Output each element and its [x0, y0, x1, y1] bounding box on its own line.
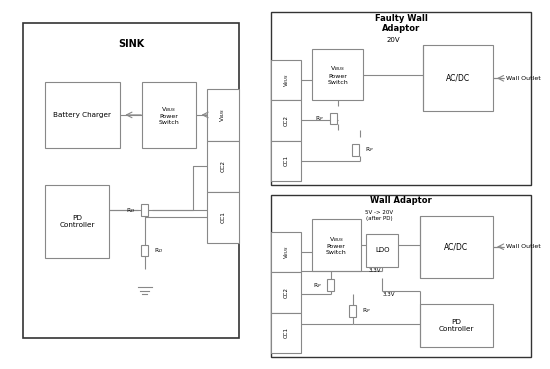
Text: Battery Charger: Battery Charger [53, 112, 112, 118]
Text: CC2: CC2 [284, 287, 289, 298]
Text: CC2: CC2 [221, 160, 225, 172]
Bar [349, 305, 356, 317]
Text: R$_P$: R$_P$ [362, 306, 371, 315]
Bar [142, 82, 196, 148]
Text: Wall Outlet: Wall Outlet [507, 244, 541, 249]
Text: V$_{BUS}$
Power
Switch: V$_{BUS}$ Power Switch [327, 64, 348, 85]
Text: 3.3V: 3.3V [368, 268, 381, 273]
Text: V$_{BUS}$
Power
Switch: V$_{BUS}$ Power Switch [326, 235, 346, 255]
Bar [312, 219, 361, 270]
Bar [45, 82, 120, 148]
Bar [272, 13, 531, 184]
Text: V$_{BUS}$: V$_{BUS}$ [282, 245, 291, 259]
Text: 20V: 20V [386, 37, 400, 43]
Bar [207, 89, 239, 141]
Bar [45, 184, 109, 258]
Bar [272, 272, 301, 313]
Bar [420, 215, 493, 278]
Bar [420, 304, 493, 348]
Text: R$_P$: R$_P$ [312, 281, 321, 290]
Bar [330, 113, 337, 124]
Bar [207, 141, 239, 192]
Text: Faulty Wall
Adaptor: Faulty Wall Adaptor [375, 14, 427, 33]
Text: PD
Controller: PD Controller [439, 319, 474, 332]
Bar [423, 45, 493, 111]
Text: CC1: CC1 [284, 155, 289, 166]
Text: Wall Adaptor: Wall Adaptor [370, 196, 432, 206]
Bar [272, 141, 301, 181]
Bar [272, 232, 301, 272]
Bar [272, 196, 531, 356]
Bar [272, 60, 301, 100]
Text: 3.3V: 3.3V [382, 292, 395, 297]
Text: SINK: SINK [118, 38, 144, 48]
Bar [207, 192, 239, 243]
Text: R$_P$: R$_P$ [365, 145, 373, 154]
Bar [272, 313, 301, 353]
Text: R$_D$: R$_D$ [126, 206, 135, 215]
Text: V$_{BUS}$
Power
Switch: V$_{BUS}$ Power Switch [158, 105, 179, 125]
Bar [366, 234, 398, 267]
Text: PD
Controller: PD Controller [59, 215, 95, 228]
Text: AC/DC: AC/DC [444, 242, 469, 251]
Text: Wall Outlet: Wall Outlet [507, 76, 541, 81]
Bar [351, 144, 359, 156]
Text: CC1: CC1 [221, 211, 225, 223]
Bar [141, 204, 148, 216]
Text: AC/DC: AC/DC [446, 74, 470, 83]
Text: V$_{BUS}$: V$_{BUS}$ [218, 108, 227, 122]
Text: R$_D$: R$_D$ [154, 246, 163, 255]
Bar [141, 245, 148, 256]
Bar [312, 49, 364, 100]
Text: V$_{BUS}$: V$_{BUS}$ [282, 73, 291, 87]
Text: CC1: CC1 [284, 327, 289, 338]
Bar [272, 100, 301, 141]
Text: CC2: CC2 [284, 115, 289, 126]
Text: LDO: LDO [375, 248, 389, 254]
Text: 5V -> 20V
(after PD): 5V -> 20V (after PD) [365, 210, 394, 221]
Bar [23, 23, 239, 338]
Bar [327, 279, 334, 291]
Text: R$_P$: R$_P$ [315, 114, 324, 123]
